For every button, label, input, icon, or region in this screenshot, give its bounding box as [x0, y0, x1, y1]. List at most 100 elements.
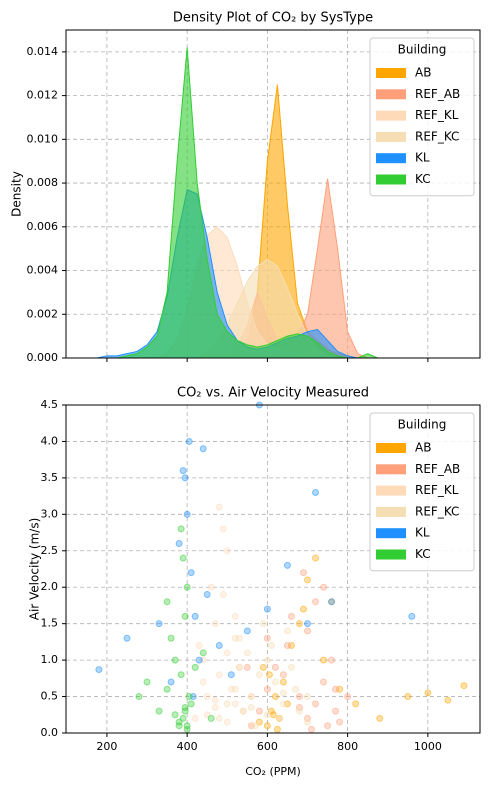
scatter-point: [283, 627, 291, 635]
scatter-point: [155, 707, 163, 715]
scatter-point: [123, 634, 131, 642]
scatter-point: [263, 685, 271, 693]
scatter-point: [328, 598, 336, 606]
scatter-point: [312, 554, 320, 562]
legend-label: KC: [415, 172, 431, 186]
y-tick-label: 0.002: [27, 307, 59, 320]
scatter-point: [175, 718, 183, 726]
scatter-point: [304, 693, 311, 701]
scatter-point: [235, 663, 243, 671]
scatter-point: [191, 714, 199, 722]
scatter-point: [295, 707, 303, 715]
scatter-point: [424, 689, 432, 697]
scatter-point: [187, 700, 195, 708]
scatter-point: [320, 583, 328, 591]
scatter-point: [324, 722, 332, 730]
scatter-point: [263, 656, 271, 664]
scatter-point: [275, 714, 283, 722]
scatter-point: [203, 591, 211, 599]
legend-label: AB: [415, 441, 431, 455]
scatter-point: [352, 700, 360, 708]
scatter-point: [269, 711, 277, 719]
legend-label: KL: [415, 151, 430, 165]
x-axis-label: CO₂ (PPM): [245, 765, 301, 778]
scatter-point: [336, 718, 344, 726]
y-tick-label: 0.5: [41, 690, 59, 703]
scatter-point: [177, 525, 185, 533]
legend-swatch: [376, 464, 406, 475]
scatter-point: [344, 693, 352, 701]
scatter-point: [199, 678, 207, 686]
scatter-point: [167, 634, 175, 642]
scatter-point: [95, 666, 103, 674]
scatter-point: [332, 685, 340, 693]
scatter-point: [287, 663, 295, 671]
y-tick-label: 3.0: [41, 507, 59, 520]
scatter-point: [255, 671, 263, 679]
legend-title: Building: [398, 43, 447, 57]
scatter-point: [263, 605, 271, 613]
scatter-point: [191, 612, 199, 620]
scatter-point: [231, 612, 239, 620]
scatter-point: [175, 722, 183, 730]
scatter-point: [259, 620, 267, 628]
scatter-point: [195, 656, 203, 664]
legend-swatch: [376, 68, 406, 78]
y-tick-label: 0.0: [41, 726, 59, 739]
scatter-point: [320, 678, 328, 686]
scatter-point: [179, 554, 187, 562]
scatter-point: [295, 693, 303, 701]
scatter-point: [279, 678, 287, 686]
scatter-point: [251, 722, 259, 730]
scatter-point: [243, 627, 251, 635]
scatter-point: [219, 591, 227, 599]
scatter-point: [312, 488, 320, 496]
y-tick-label: 0.006: [27, 220, 59, 233]
axes-frame: [65, 29, 481, 359]
scatter-point: [215, 714, 223, 722]
scatter-point: [171, 656, 179, 664]
y-tick-label: 3.5: [41, 471, 59, 484]
legend-title: Building: [398, 418, 447, 432]
legend-label: REF_AB: [415, 462, 460, 476]
y-tick-label: 2.5: [41, 544, 59, 557]
legend-swatch: [376, 131, 406, 142]
scatter-point: [181, 612, 189, 620]
scatter-point: [239, 707, 247, 715]
scatter-point: [155, 620, 163, 628]
x-tick-label: 600: [257, 740, 278, 753]
scatter-point: [304, 627, 311, 635]
y-tick-label: 4.5: [41, 398, 59, 411]
scatter-point: [199, 649, 207, 657]
scatter-point: [247, 703, 255, 711]
scatter-point: [304, 576, 311, 584]
scatter-point: [175, 539, 183, 547]
scatter-point: [215, 671, 223, 679]
scatter-point: [183, 583, 191, 591]
scatter-point: [211, 620, 219, 628]
plot-area: [86, 47, 388, 359]
scatter-point: [320, 656, 328, 664]
scatter-point: [460, 682, 468, 690]
legend-swatch: [376, 174, 406, 185]
scatter-point: [181, 474, 189, 482]
scatter-point: [231, 634, 239, 642]
scatter-point: [304, 620, 311, 628]
y-axis-label: Density: [10, 171, 24, 217]
scatter-point: [408, 612, 416, 620]
scatter-point: [223, 718, 231, 726]
scatter-point: [171, 711, 179, 719]
scatter-point: [243, 663, 251, 671]
legend-label: KC: [415, 547, 431, 561]
scatter-point: [444, 696, 452, 704]
scatter-point: [271, 693, 279, 701]
y-tick-label: 2.0: [41, 580, 59, 593]
x-tick-label: 800: [337, 740, 358, 753]
scatter-point: [295, 620, 303, 628]
scatter-point: [211, 696, 219, 704]
scatter-point: [328, 656, 336, 664]
scatter-point: [211, 703, 219, 711]
x-tick-label: 200: [96, 740, 117, 753]
scatter-point: [279, 689, 287, 697]
